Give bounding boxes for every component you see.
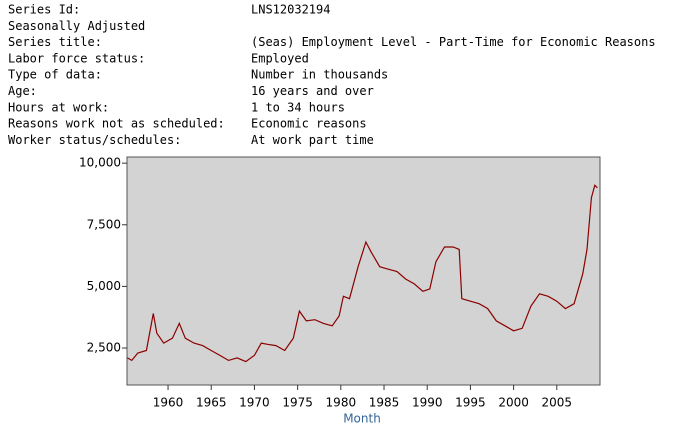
y-tick-label: 7,500 (87, 217, 121, 231)
field-label: Labor force status: (8, 51, 145, 65)
field-label: Age: (8, 84, 37, 98)
field-label: Series Id: (8, 3, 80, 17)
field-label: Series title: (8, 35, 102, 49)
x-tick-label: 2000 (498, 396, 529, 410)
y-tick-label: 2,500 (87, 341, 121, 355)
x-axis-label: Month (343, 412, 381, 426)
field-label: Hours at work: (8, 100, 109, 114)
x-tick-label: 1960 (153, 396, 184, 410)
x-tick-label: 1970 (239, 396, 270, 410)
x-tick-label: 1965 (196, 396, 227, 410)
y-tick-label: 10,000 (79, 156, 121, 170)
field-label: Reasons work not as scheduled: (8, 117, 225, 131)
field-label: Worker status/schedules: (8, 133, 181, 147)
field-value: Employed (251, 51, 309, 65)
field-value: Number in thousands (251, 68, 388, 82)
x-tick-label: 1990 (412, 396, 443, 410)
x-tick-label: 2005 (542, 396, 573, 410)
x-tick-label: 1985 (369, 396, 400, 410)
field-label: Type of data: (8, 68, 102, 82)
field-label: Seasonally Adjusted (8, 19, 145, 33)
data-line (127, 184, 598, 363)
field-value: 1 to 34 hours (251, 100, 345, 114)
field-value: LNS12032194 (251, 3, 330, 17)
x-tick-label: 1995 (455, 396, 486, 410)
field-value: 16 years and over (251, 84, 374, 98)
x-tick-label: 1975 (282, 396, 313, 410)
y-tick-label: 5,000 (87, 279, 121, 293)
field-value: At work part time (251, 133, 374, 147)
plot-area (126, 156, 601, 386)
x-tick-label: 1980 (326, 396, 357, 410)
field-value: (Seas) Employment Level - Part-Time for … (251, 35, 656, 49)
field-value: Economic reasons (251, 117, 367, 131)
